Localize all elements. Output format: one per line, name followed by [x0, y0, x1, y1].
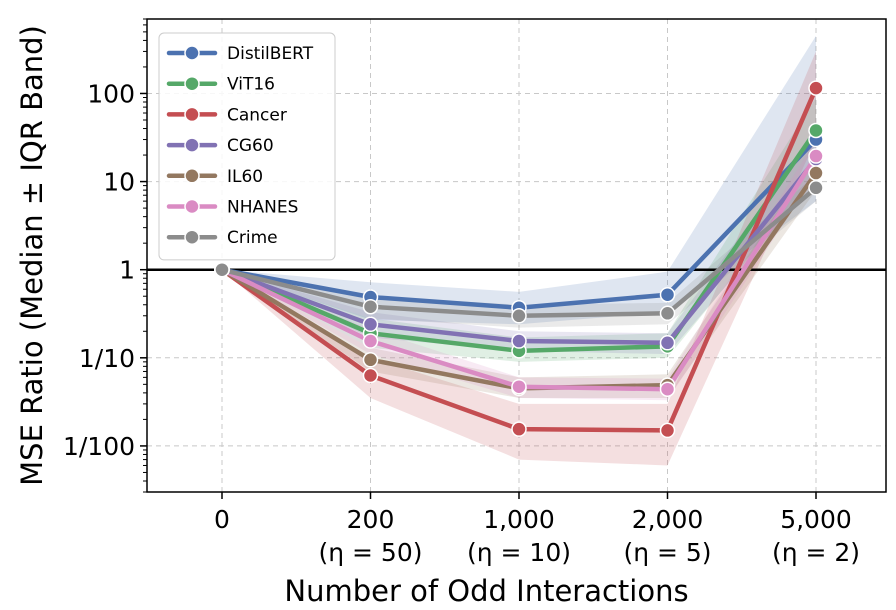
y-tick-label: 1	[119, 256, 135, 285]
data-point-nhanes	[808, 148, 824, 164]
data-point-crime	[214, 261, 230, 278]
data-point-crime	[362, 298, 379, 315]
legend-swatch-marker	[184, 45, 200, 61]
data-point-il60	[362, 352, 379, 368]
data-point-cancer	[362, 367, 379, 384]
legend-label: Crime	[227, 228, 278, 248]
legend-label: DistilBERT	[227, 44, 314, 64]
legend-box	[158, 32, 336, 261]
plot-frame	[146, 18, 887, 493]
legend-swatch-marker	[184, 106, 200, 123]
data-point-il60	[808, 165, 824, 181]
legend-label: IL60	[227, 167, 263, 187]
x-tick-sublabel: (η = 5)	[623, 538, 711, 567]
data-point-cg60	[659, 335, 676, 351]
y-tick-label: 1/10	[79, 344, 135, 373]
data-point-nhanes	[511, 378, 527, 395]
data-point-crime	[808, 180, 824, 196]
x-tick-label: 200	[347, 505, 395, 534]
y-tick-label: 10	[103, 168, 135, 197]
x-tick-sublabel: (η = 50)	[318, 538, 422, 567]
x-tick-label: 2,000	[632, 505, 704, 534]
legend-swatch-marker	[184, 198, 200, 215]
y-tick-label: 100	[87, 79, 135, 108]
x-tick-label: 0	[214, 505, 230, 534]
y-tick-label: 1/100	[63, 432, 135, 461]
legend: DistilBERT ViT16 Cancer CG60 IL60 NHANES Crime	[158, 32, 336, 261]
data-point-vit16	[808, 122, 824, 139]
x-tick-sublabel: (η = 10)	[467, 538, 571, 567]
data-point-crime	[511, 308, 527, 324]
x-tick-label: 1,000	[483, 505, 555, 534]
legend-swatch-marker	[184, 229, 200, 245]
legend-label: CG60	[227, 136, 274, 156]
legend-swatch-marker	[184, 75, 200, 92]
x-tick-sublabel: (η = 2)	[772, 538, 860, 567]
data-point-distilbert	[659, 286, 676, 303]
x-axis-ticks: 0 200 (η = 50) 1,000 (η = 10) 2,000 (η = 5) 5,0…	[214, 492, 860, 567]
legend-label: NHANES	[227, 198, 298, 218]
data-point-cancer	[808, 80, 824, 96]
y-axis-ticks: 100 10 1 1/10 1/100	[63, 18, 147, 493]
data-point-cg60	[511, 333, 527, 349]
data-point-cancer	[659, 422, 676, 439]
legend-label: Cancer	[227, 105, 287, 125]
y-axis-title: MSE Ratio (Median ± IQR Band)	[15, 25, 49, 486]
x-axis-title: Number of Odd Interactions	[284, 574, 688, 608]
data-point-cancer	[511, 421, 527, 437]
legend-swatch-marker	[184, 168, 200, 184]
x-tick-label: 5,000	[780, 505, 852, 534]
legend-label: ViT16	[227, 75, 275, 95]
data-point-cg60	[362, 316, 379, 333]
legend-swatch-marker	[184, 137, 200, 153]
data-point-nhanes	[362, 333, 379, 349]
data-point-nhanes	[659, 381, 676, 397]
series-markers	[214, 80, 824, 439]
data-point-crime	[659, 305, 676, 322]
